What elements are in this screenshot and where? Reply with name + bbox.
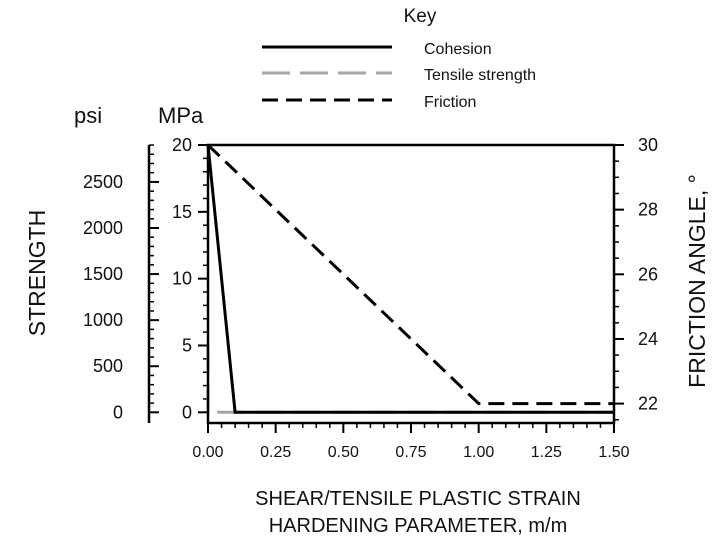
- mpa-tick-label: 10: [172, 269, 192, 289]
- mpa-tick-label: 15: [172, 202, 192, 222]
- deg-tick-label: 22: [638, 394, 658, 414]
- deg-tick-label: 26: [638, 264, 658, 284]
- legend-label-tensile: Tensile strength: [424, 67, 536, 84]
- series-cohesion: [206, 144, 614, 414]
- x-axis-title-line2: HARDENING PARAMETER, m/m: [269, 515, 568, 537]
- x-tick-label: 1.00: [463, 444, 494, 461]
- x-tick-label: 1.50: [598, 444, 629, 461]
- legend-label-cohesion: Cohesion: [424, 41, 492, 58]
- psi-tick-label: 500: [93, 356, 123, 376]
- psi-tick-label: 1500: [83, 264, 123, 284]
- series-tensile-strength: [206, 345, 614, 414]
- mpa-tick-label: 20: [172, 135, 192, 155]
- legend-label-friction: Friction: [424, 94, 476, 111]
- unit-mpa-label: MPa: [158, 103, 204, 128]
- x-axis-title-line1: SHEAR/TENSILE PLASTIC STRAIN: [255, 488, 581, 510]
- series-layer: [206, 143, 614, 414]
- x-tick-label: 0.75: [395, 444, 426, 461]
- x-axis: 0.00 0.25 0.50 0.75 1.00 1.25 1.50: [192, 423, 630, 461]
- x-tick-label: 0.50: [328, 444, 359, 461]
- mpa-tick-label: 5: [182, 335, 192, 355]
- series-friction: [206, 143, 614, 406]
- legend-title: Key: [404, 6, 437, 27]
- psi-axis: 0 500 1000 1500 2000 2500: [83, 144, 159, 423]
- deg-axis: 22 24 26 28 30: [614, 135, 658, 421]
- mpa-axis: 0 5 10 15 20: [172, 135, 208, 422]
- x-tick-label: 0.00: [192, 444, 223, 461]
- psi-tick-label: 1000: [83, 310, 123, 330]
- legend: Key Cohesion Tensile strength Friction: [262, 6, 536, 111]
- deg-tick-label: 28: [638, 200, 658, 220]
- y-axis-right-title: FRICTION ANGLE, °: [684, 174, 710, 388]
- x-tick-label: 0.25: [260, 444, 291, 461]
- plot-frame: [206, 143, 616, 425]
- y-axis-left-title: STRENGTH: [24, 210, 50, 337]
- deg-tick-label: 30: [638, 135, 658, 155]
- deg-tick-label: 24: [638, 329, 658, 349]
- psi-tick-label: 2000: [83, 218, 123, 238]
- psi-tick-label: 0: [113, 402, 123, 422]
- unit-psi-label: psi: [74, 103, 102, 128]
- mpa-tick-label: 0: [182, 402, 192, 422]
- psi-tick-label: 2500: [83, 172, 123, 192]
- x-tick-label: 1.25: [531, 444, 562, 461]
